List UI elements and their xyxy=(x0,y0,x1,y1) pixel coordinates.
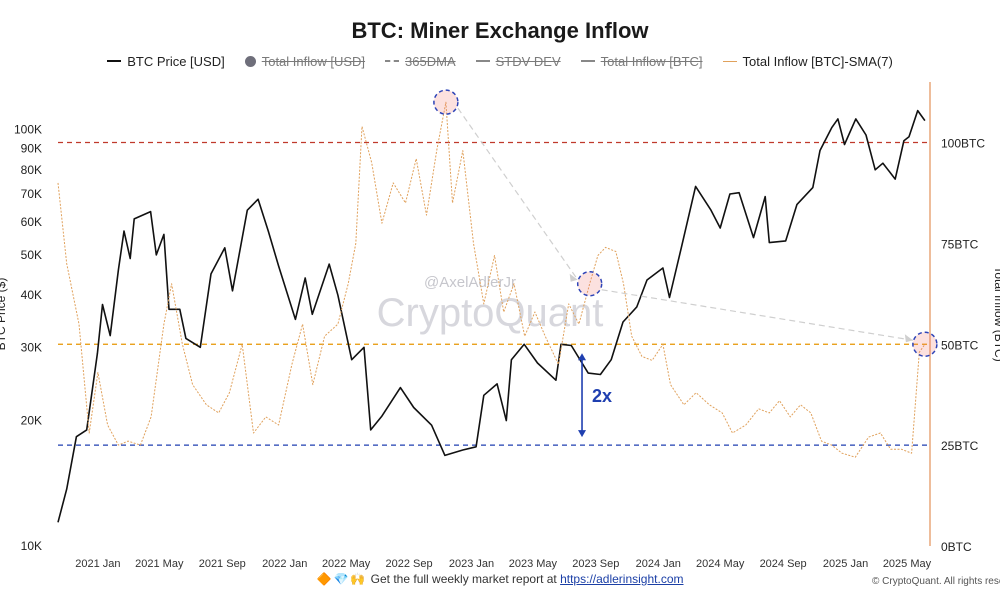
watermark-user: @AxelAdlerJr xyxy=(424,274,516,291)
x-tick-label: 2021 Jan xyxy=(75,558,120,570)
legend-marker xyxy=(385,60,400,62)
footer-link[interactable]: https://adlerinsight.com xyxy=(560,572,684,586)
x-tick-label: 2024 Jan xyxy=(636,558,681,570)
y-left-tick-label: 20K xyxy=(21,414,42,428)
y-left-tick-label: 90K xyxy=(21,142,42,156)
x-tick-label: 2021 May xyxy=(135,558,184,570)
y-right-axis-title: Total Inflow (BTC) xyxy=(992,266,1000,361)
inflow-sma-line xyxy=(57,101,926,458)
legend-marker xyxy=(475,60,490,62)
x-tick-label: 2021 Sep xyxy=(199,558,246,570)
x-tick-label: 2024 Sep xyxy=(760,558,807,570)
legend-label: Total Inflow [USD] xyxy=(261,53,366,69)
x-tick-label: 2025 Jan xyxy=(823,558,868,570)
x-tick-label: 2022 Jan xyxy=(262,558,307,570)
legend-item[interactable]: STDV DEV xyxy=(475,53,561,69)
legend-label: Total Inflow [BTC] xyxy=(600,53,703,69)
btc-price-line xyxy=(57,109,926,523)
legend-label: STDV DEV xyxy=(495,53,561,69)
legend-item[interactable]: Total Inflow [BTC]-SMA(7) xyxy=(722,53,893,69)
legend-item[interactable]: Total Inflow [USD] xyxy=(244,53,366,69)
x-tick-label: 2024 May xyxy=(696,558,745,570)
chart-legend: BTC Price [USD] Total Inflow [USD] 365DMA S… xyxy=(0,50,1000,72)
y-left-tick-label: 30K xyxy=(21,340,42,354)
trend-arrow xyxy=(457,107,579,281)
x-tick-label: 2022 May xyxy=(322,558,371,570)
y-left-tick-label: 40K xyxy=(21,288,42,302)
legend-item[interactable]: BTC Price [USD] xyxy=(107,54,225,69)
x-tick-label: 2023 May xyxy=(509,558,558,570)
footer-emoji: 🔶💎🙌 xyxy=(316,572,368,586)
legend-label: 365DMA xyxy=(405,53,456,69)
legend-item[interactable]: 365DMA xyxy=(385,54,456,69)
y-left-tick-label: 100K xyxy=(14,122,42,136)
y-left-axis-title: BTC Price ($) xyxy=(0,278,8,351)
legend-label: Total Inflow [BTC]-SMA(7) xyxy=(742,53,893,69)
chart-title: BTC: Miner Exchange Inflow xyxy=(351,18,649,43)
legend-marker xyxy=(580,60,595,62)
legend-label: BTC Price [USD] xyxy=(127,53,225,69)
y-right-tick-label: 100BTC xyxy=(941,137,985,151)
x-tick-label: 2025 May xyxy=(883,558,932,570)
footer-banner: 🔶💎🙌 Get the full weekly market report at… xyxy=(0,572,1000,586)
x-tick-label: 2023 Jan xyxy=(449,558,494,570)
peak-highlight-circle xyxy=(433,89,459,115)
legend-marker xyxy=(107,60,122,62)
ratio-arrowhead-up xyxy=(578,353,587,361)
watermark-brand: CryptoQuant xyxy=(377,291,604,335)
footer-text: Get the full weekly market report at xyxy=(370,572,557,586)
ratio-arrowhead-down xyxy=(578,430,587,438)
y-right-tick-label: 50BTC xyxy=(941,338,979,352)
ratio-label: 2x xyxy=(592,386,612,406)
y-right-tick-label: 75BTC xyxy=(941,237,979,251)
copyright-text: © CryptoQuant. All rights reserved xyxy=(872,576,1000,587)
legend-marker xyxy=(244,55,256,67)
legend-item[interactable]: Total Inflow [BTC] xyxy=(580,53,703,69)
x-tick-label: 2022 Sep xyxy=(385,558,432,570)
y-right-tick-label: 0BTC xyxy=(941,540,972,554)
trend-arrowhead xyxy=(904,334,913,343)
y-right-tick-label: 25BTC xyxy=(941,439,979,453)
y-left-tick-label: 60K xyxy=(21,215,42,229)
y-left-tick-label: 70K xyxy=(21,187,42,201)
peak-highlight-circle xyxy=(912,331,938,358)
y-left-tick-label: 80K xyxy=(21,163,42,177)
trend-arrowhead xyxy=(569,273,578,282)
trend-arrow xyxy=(601,289,913,341)
legend-marker xyxy=(722,60,737,62)
y-left-tick-label: 50K xyxy=(21,248,42,262)
y-left-tick-label: 10K xyxy=(21,539,42,553)
peak-highlight-circle xyxy=(576,270,603,297)
x-tick-label: 2023 Sep xyxy=(572,558,619,570)
